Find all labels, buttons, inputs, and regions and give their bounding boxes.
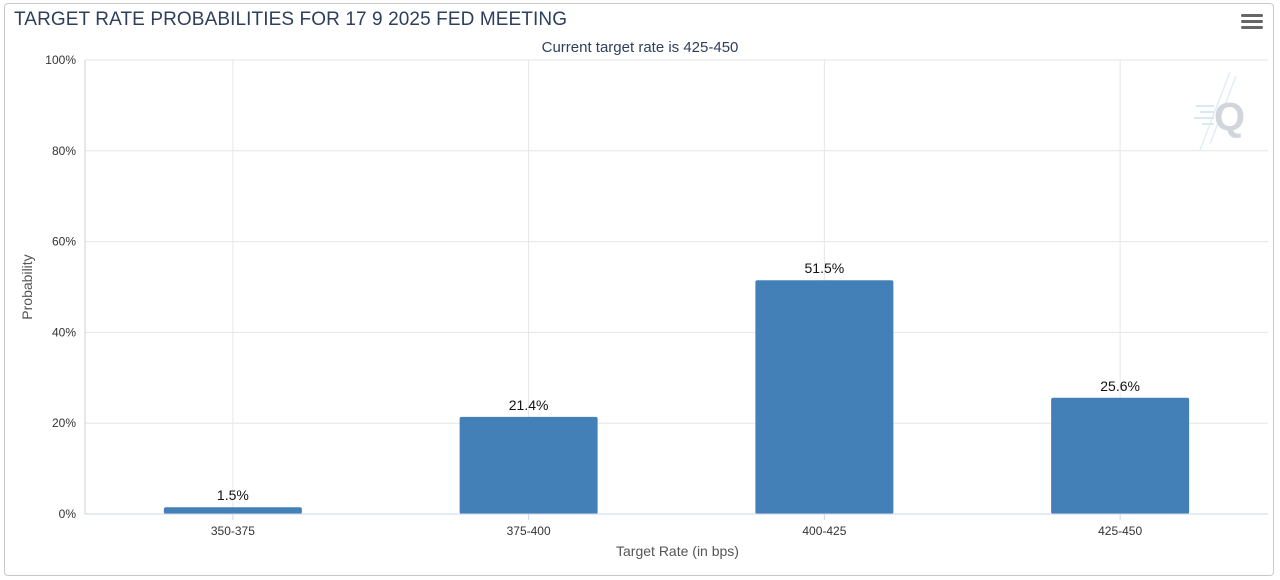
bar xyxy=(1051,397,1190,514)
data-label: 51.5% xyxy=(805,260,845,276)
hamburger-menu-icon[interactable] xyxy=(1241,14,1263,36)
x-tick-label: 400-425 xyxy=(802,524,846,538)
chart-subtitle: Current target rate is 425-450 xyxy=(541,39,739,56)
data-label: 25.6% xyxy=(1100,378,1140,394)
data-label: 21.4% xyxy=(509,397,549,413)
x-tick-label: 350-375 xyxy=(211,524,255,538)
y-tick-label: 80% xyxy=(52,144,76,158)
data-label: 1.5% xyxy=(217,487,249,503)
q-logo-icon: Q xyxy=(1194,71,1245,151)
bar xyxy=(755,280,894,514)
y-tick-label: 60% xyxy=(52,235,76,249)
x-axis-title: Target Rate (in bps) xyxy=(616,543,739,559)
x-tick-label: 375-400 xyxy=(507,524,551,538)
chart-title: TARGET RATE PROBABILITIES FOR 17 9 2025 … xyxy=(14,9,568,30)
bar xyxy=(163,507,302,514)
y-tick-label: 0% xyxy=(59,507,77,521)
y-tick-label: 40% xyxy=(52,325,76,339)
y-tick-label: 20% xyxy=(52,416,76,430)
bar xyxy=(459,416,598,514)
x-tick-label: 425-450 xyxy=(1098,524,1142,538)
svg-text:Q: Q xyxy=(1214,95,1245,139)
y-tick-label: 100% xyxy=(45,53,76,67)
